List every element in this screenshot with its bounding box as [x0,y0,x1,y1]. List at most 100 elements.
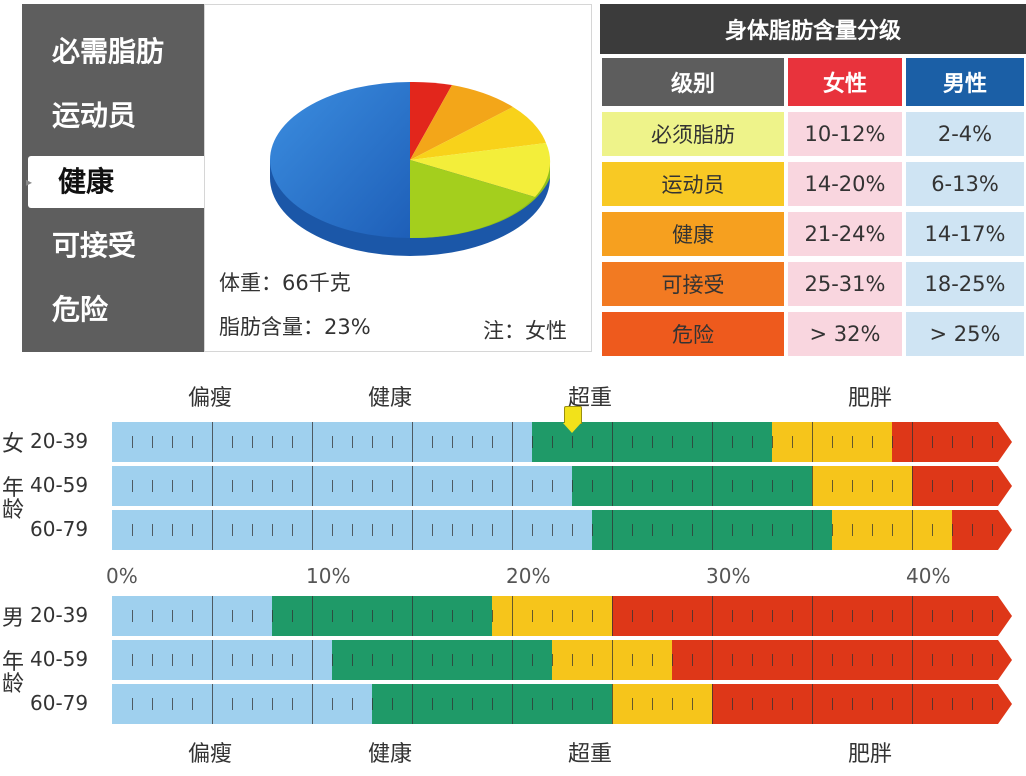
male-age-label: 20-39 [30,603,89,627]
scale-tick [972,480,973,492]
scale-tick [192,610,193,622]
scale-tick [452,654,453,666]
scale-tick [512,596,513,636]
scale-tick [172,654,173,666]
scale-tick [752,610,753,622]
female-age-label: 60-79 [30,517,89,541]
scale-tick [752,436,753,448]
scale-tick [432,524,433,536]
scale-tick [832,698,833,710]
scale-tick [992,610,993,622]
scale-tick [192,698,193,710]
scale-tick [632,480,633,492]
scale-tick [932,436,933,448]
scale-tick [312,510,313,550]
table-cell-male: 18-25% [906,262,1024,306]
healthy-segment [272,596,492,636]
scale-tick [132,610,133,622]
underweight-segment [112,684,372,724]
underweight-segment [112,466,572,506]
current-value-marker [564,406,582,424]
obese-segment [672,640,998,680]
scale-tick [332,436,333,448]
scale-tick [752,698,753,710]
male-age-row-bar [112,640,1012,680]
scale-tick [352,610,353,622]
male-age-label: 40-59 [30,647,89,671]
scale-tick [992,524,993,536]
scale-tick [772,480,773,492]
fat-content-label: 脂肪含量：23% [219,315,371,339]
table-cell-male: 2-4% [906,112,1024,156]
scale-tick [592,480,593,492]
female-age-row-bar [112,466,1012,506]
female-age-side-label-2: 龄 [2,498,25,523]
menu-item-essential-fat[interactable]: 必需脂肪 [52,35,165,68]
menu-item-healthy[interactable]: 健康 [26,156,206,208]
current-value-marker-tip [563,423,581,433]
scale-tick [892,524,893,536]
scale-tick [372,610,373,622]
scale-tick [992,698,993,710]
scale-tick [632,610,633,622]
scale-tick [872,436,873,448]
scale-tick [552,436,553,448]
scale-tick [272,610,273,622]
scale-tick [992,654,993,666]
scale-tick [892,698,893,710]
scale-tick [152,436,153,448]
scale-tick [152,698,153,710]
gender-note-label: 注：女性 [483,319,567,343]
scale-tick [272,654,273,666]
table-cell-male: 14-17% [906,212,1024,256]
scale-tick [652,436,653,448]
table-cell-level: 运动员 [602,162,784,206]
scale-tick [212,596,213,636]
scale-tick [612,684,613,724]
table-cell-female: 25-31% [788,262,902,306]
scale-tick [772,524,773,536]
scale-tick [852,654,853,666]
scale-tick [312,466,313,506]
scale-tick [892,654,893,666]
scale-tick [512,684,513,724]
scale-tick [852,524,853,536]
scale-tick [792,436,793,448]
scale-tick [352,436,353,448]
scale-tick [692,436,693,448]
scale-tick [692,654,693,666]
scale-tick [832,610,833,622]
scale-tick [172,480,173,492]
scale-tick [812,510,813,550]
scale-tick [372,480,373,492]
scale-tick [692,698,693,710]
header-male: 男性 [906,58,1024,106]
scale-tick [132,654,133,666]
scale-tick [232,480,233,492]
pie-slice-red [410,81,452,160]
scale-tick [332,654,333,666]
menu-item-danger[interactable]: 危险 [52,293,109,326]
scale-tick [252,654,253,666]
scale-tick [712,466,713,506]
bottom-category-label: 健康 [368,742,413,767]
scale-tick [212,640,213,680]
scale-tick [152,524,153,536]
scale-tick [952,698,953,710]
scale-tick [952,610,953,622]
scale-tick [712,684,713,724]
menu-item-athlete[interactable]: 运动员 [52,99,137,132]
scale-tick [792,480,793,492]
menu-item-acceptable[interactable]: 可接受 [52,229,137,262]
scale-tick [412,466,413,506]
scale-tick [352,480,353,492]
scale-tick [392,654,393,666]
scale-tick [932,610,933,622]
pie-panel: 体重：66千克 脂肪含量：23% 注：女性 [204,4,592,352]
scale-tick [812,640,813,680]
scale-tick [392,436,393,448]
scale-tick [632,654,633,666]
pie-slice-gold [410,107,546,160]
scale-tick [912,640,913,680]
scale-tick [252,480,253,492]
